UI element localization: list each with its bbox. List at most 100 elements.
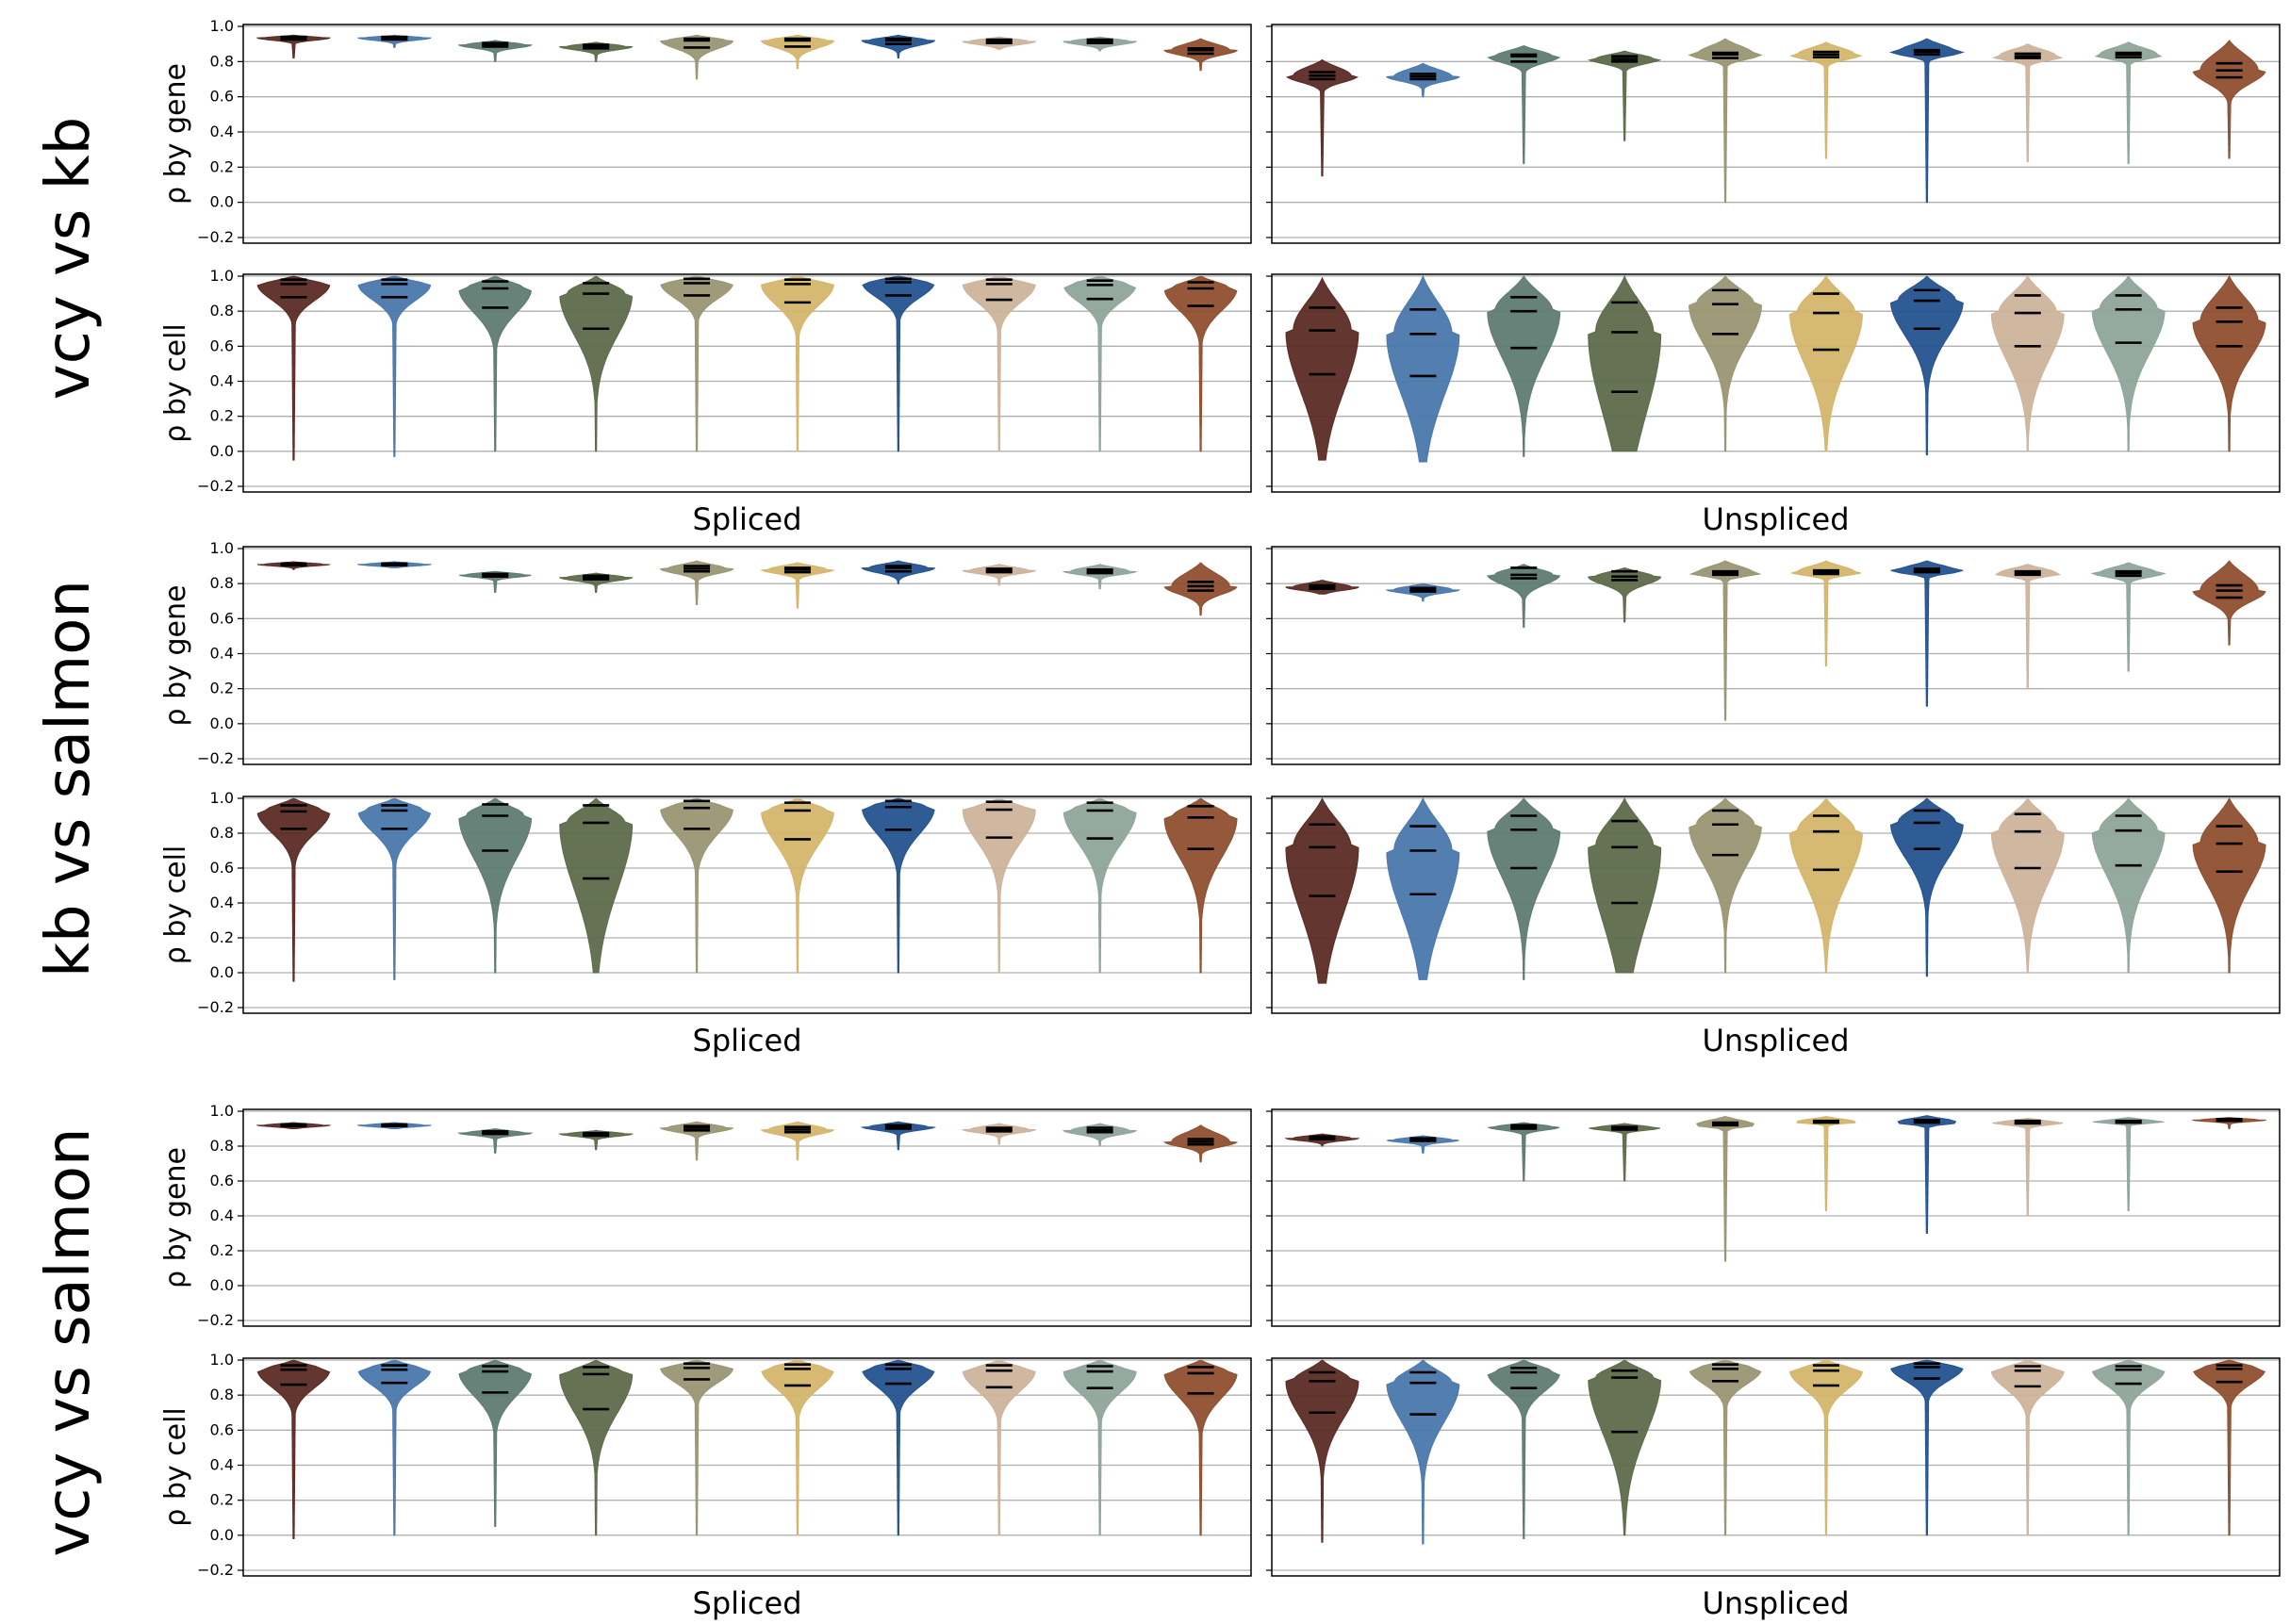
violin-body bbox=[2094, 41, 2163, 165]
y-tick-label: 0.8 bbox=[210, 52, 234, 70]
y-tick-label: 0.2 bbox=[210, 1241, 234, 1259]
labels-layer: ρ by gene ρ by cell Spliced Unspliced ρ by g… bbox=[34, 63, 1850, 1621]
violin-body bbox=[558, 572, 634, 593]
y-tick-label: −0.2 bbox=[197, 998, 234, 1016]
violin-body bbox=[962, 797, 1036, 974]
violin-body bbox=[1163, 562, 1238, 616]
violin-body bbox=[1889, 275, 1964, 456]
violin-body bbox=[760, 34, 835, 70]
violin-body bbox=[660, 275, 734, 452]
violin-body bbox=[1285, 1359, 1359, 1543]
violin-body bbox=[1788, 275, 1863, 452]
violin-body bbox=[1487, 564, 1561, 629]
violin-body bbox=[660, 797, 733, 974]
violin-body bbox=[1588, 1359, 1662, 1536]
panels-layer: 1.0 0.8 0.6 0.4 0.2 0.0 −0.2 1.0 0.8 0.6 0.4 0.2 0.0… bbox=[197, 17, 2281, 1579]
y-tick-label: 0.6 bbox=[210, 609, 234, 627]
violin-body bbox=[2192, 560, 2266, 646]
panel-frame bbox=[1271, 1108, 2281, 1327]
violin-body bbox=[961, 1123, 1037, 1145]
chart-panel: 1.0 0.8 0.6 0.4 0.2 0.0 −0.2 bbox=[197, 539, 1252, 767]
y-tick-label: 0.6 bbox=[210, 336, 234, 354]
violin-body bbox=[1063, 1359, 1137, 1536]
violin-body bbox=[2091, 275, 2166, 452]
x-axis-label: Unspliced bbox=[1702, 1023, 1849, 1058]
chart-panel: 1.0 0.8 0.6 0.4 0.2 0.0 −0.2 bbox=[197, 789, 1252, 1016]
y-tick-label: 0.4 bbox=[210, 1206, 234, 1224]
violin-body bbox=[558, 41, 634, 62]
chart-panel: 1.0 0.8 0.6 0.4 0.2 0.0 −0.2 bbox=[197, 267, 1252, 495]
violin-body bbox=[1888, 38, 1965, 204]
violin-body bbox=[760, 275, 834, 452]
violin-body bbox=[1689, 1359, 1762, 1536]
panel-frame bbox=[1271, 546, 2281, 765]
y-tick-label: 0.4 bbox=[210, 645, 234, 663]
violin-body bbox=[1588, 796, 1662, 974]
violin-body bbox=[457, 1127, 534, 1154]
violin-body bbox=[356, 34, 432, 48]
x-axis-label: Spliced bbox=[693, 501, 802, 537]
violin-body bbox=[2092, 1116, 2165, 1211]
violin-body bbox=[1788, 797, 1863, 974]
y-tick-label: −0.2 bbox=[197, 1561, 234, 1579]
y-tick-label: 0.6 bbox=[210, 859, 234, 877]
chart-panel: 1.0 0.8 0.6 0.4 0.2 0.0 −0.2 bbox=[197, 1102, 1252, 1329]
violin-body bbox=[1285, 796, 1359, 984]
chart-panel: 1.0 0.8 0.6 0.4 0.2 0.0 −0.2 bbox=[197, 1351, 1252, 1579]
violin-body bbox=[1991, 43, 2064, 163]
violin-body bbox=[458, 1359, 533, 1527]
violin-body bbox=[1689, 797, 1762, 974]
violin-body bbox=[1588, 274, 1662, 452]
violin-body bbox=[659, 34, 734, 80]
y-axis-label: ρ by gene bbox=[159, 1147, 192, 1288]
y-tick-label: −0.2 bbox=[197, 228, 234, 246]
x-axis-label: Unspliced bbox=[1702, 501, 1849, 537]
violin-body bbox=[1063, 1123, 1138, 1147]
violin-body bbox=[862, 797, 935, 974]
violin-body bbox=[1990, 1359, 2065, 1536]
violin-body bbox=[458, 797, 533, 974]
y-tick-label: 0.8 bbox=[210, 574, 234, 592]
violin-body bbox=[1990, 797, 2065, 974]
violin-body bbox=[1487, 275, 1561, 457]
violin-body bbox=[1063, 275, 1137, 452]
violin-body bbox=[1889, 1359, 1964, 1536]
violin-body bbox=[357, 275, 432, 457]
violin-body bbox=[1790, 560, 1862, 666]
y-tick-label: 0.2 bbox=[210, 407, 234, 425]
violin-body bbox=[2091, 797, 2166, 974]
y-tick-label: −0.2 bbox=[197, 477, 234, 495]
x-axis-label: Spliced bbox=[693, 1585, 802, 1621]
panel-frame bbox=[1271, 1357, 2281, 1577]
y-tick-label: 0.8 bbox=[210, 1137, 234, 1155]
y-tick-label: −0.2 bbox=[197, 749, 234, 767]
panel-frame bbox=[242, 796, 1252, 1014]
violin-body bbox=[2192, 40, 2266, 159]
violin-body bbox=[761, 797, 834, 974]
y-tick-label: 1.0 bbox=[210, 267, 234, 285]
y-tick-label: 1.0 bbox=[210, 1102, 234, 1120]
panel-frame bbox=[242, 1357, 1252, 1577]
violin-body bbox=[558, 1129, 634, 1151]
y-tick-label: −0.2 bbox=[197, 1311, 234, 1329]
x-axis-label: Unspliced bbox=[1702, 1585, 1849, 1621]
y-tick-label: 0.8 bbox=[210, 824, 234, 842]
violin-body bbox=[1897, 1115, 1957, 1234]
violin-body bbox=[2193, 1359, 2266, 1536]
chart-panel bbox=[1266, 546, 2281, 765]
violin-body bbox=[1796, 1115, 1856, 1211]
violin-body bbox=[357, 797, 432, 980]
y-tick-label: 0.0 bbox=[210, 442, 234, 460]
violin-body bbox=[1163, 275, 1238, 452]
panel-frame bbox=[242, 273, 1252, 493]
y-tick-label: 0.0 bbox=[210, 1526, 234, 1544]
panel-frame bbox=[242, 546, 1252, 765]
y-tick-label: 1.0 bbox=[210, 1351, 234, 1369]
violin-body bbox=[1990, 275, 2065, 452]
violin-body bbox=[458, 275, 533, 452]
y-axis-label: ρ by cell bbox=[159, 323, 192, 443]
violin-body bbox=[1285, 276, 1359, 461]
violin-body bbox=[1387, 1135, 1459, 1154]
y-tick-label: 0.8 bbox=[210, 302, 234, 320]
violin-body bbox=[1487, 797, 1561, 980]
